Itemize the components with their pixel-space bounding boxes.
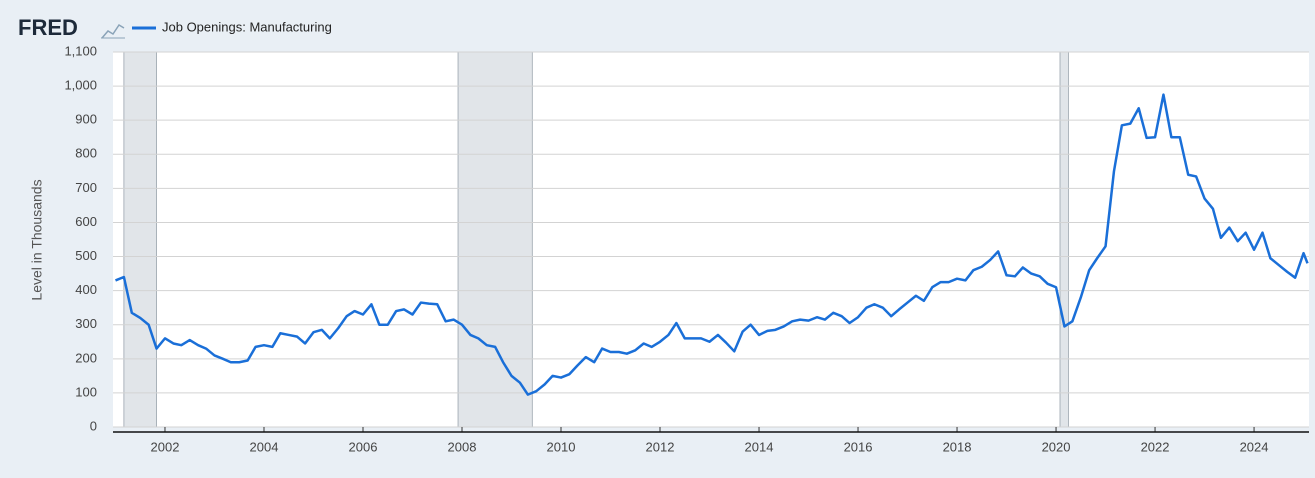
logo: FRED — [18, 15, 78, 40]
y-tick-label: 800 — [75, 146, 97, 161]
y-tick-label: 1,100 — [64, 43, 97, 58]
x-tick-label: 2014 — [745, 439, 774, 454]
recession-band — [123, 51, 157, 428]
x-tick-label: 2018 — [943, 439, 972, 454]
series-line — [115, 93, 1309, 396]
x-tick-label: 2010 — [547, 439, 576, 454]
y-tick-label: 1,000 — [64, 78, 97, 93]
logo-icon — [101, 23, 125, 39]
legend-label: Job Openings: Manufacturing — [162, 19, 332, 34]
y-tick-label: 200 — [75, 350, 97, 365]
recession-band — [1059, 51, 1069, 428]
y-tick-label: 600 — [75, 214, 97, 229]
y-tick-label: 300 — [75, 316, 97, 331]
x-tick-label: 2024 — [1240, 439, 1269, 454]
y-tick-label: 100 — [75, 384, 97, 399]
plot-area — [113, 52, 1309, 427]
y-tick-label: 0 — [90, 418, 97, 433]
y-tick-label: 500 — [75, 248, 97, 263]
x-tick-label: 2006 — [349, 439, 378, 454]
x-tick-label: 2020 — [1042, 439, 1071, 454]
y-axis-label: Level in Thousands — [29, 179, 45, 300]
x-tick-label: 2008 — [448, 439, 477, 454]
y-tick-label: 700 — [75, 180, 97, 195]
x-tick-label: 2004 — [250, 439, 279, 454]
y-tick-label: 900 — [75, 112, 97, 127]
x-tick-label: 2002 — [151, 439, 180, 454]
x-tick-label: 2022 — [1141, 439, 1170, 454]
x-tick-label: 2012 — [646, 439, 675, 454]
x-tick-label: 2016 — [844, 439, 873, 454]
y-tick-label: 400 — [75, 282, 97, 297]
recession-band — [457, 51, 533, 428]
